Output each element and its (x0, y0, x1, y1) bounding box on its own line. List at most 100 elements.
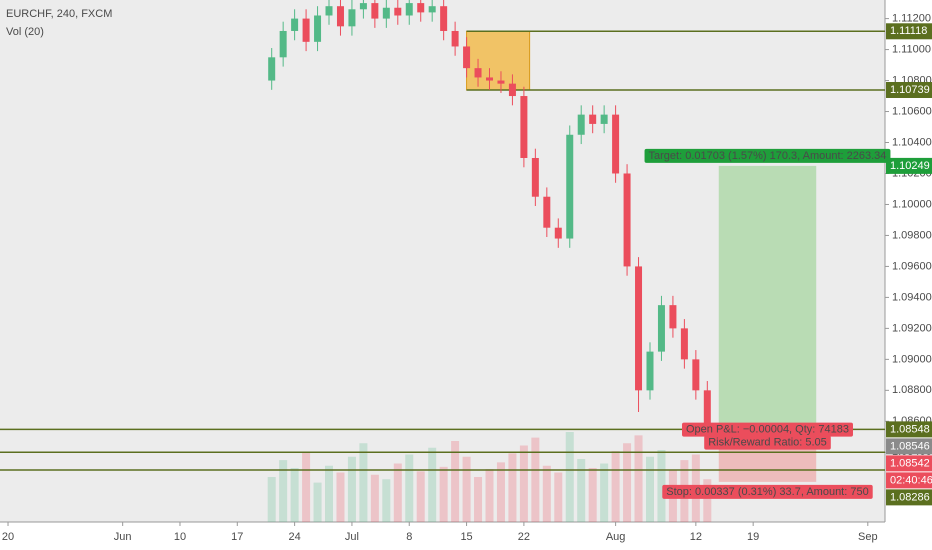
y-tick-label: 1.10400 (892, 136, 932, 148)
position-label-text: Open P&L: −0.00004, Qty: 74183 (686, 424, 849, 436)
volume-bar (290, 468, 299, 522)
volume-bar (393, 463, 402, 522)
volume-bar (325, 465, 334, 522)
candle-body (325, 6, 333, 16)
y-tick-label: 1.10600 (892, 105, 932, 117)
volume-bar (416, 471, 425, 522)
candle-body (612, 114, 620, 174)
x-tick-label: Aug (606, 531, 626, 543)
price-tag: 1.08286 (886, 489, 932, 506)
candle-body (268, 57, 276, 81)
x-tick-label: Jun (114, 531, 132, 543)
candle-body (520, 96, 528, 158)
volume-bar (428, 447, 437, 522)
volume-bar (588, 468, 597, 522)
price-tag-bg (886, 157, 932, 174)
volume-bar (313, 482, 322, 522)
candle-body (635, 266, 643, 391)
candle-body (669, 305, 677, 329)
volume-bar (577, 459, 586, 522)
candle-body (314, 15, 322, 42)
candle-body (531, 157, 539, 197)
candle-body (463, 46, 471, 69)
position-label-text: Stop: 0.00337 (0.31%) 33.7, Amount: 750 (666, 486, 868, 498)
y-tick-label: 1.10000 (892, 198, 932, 210)
volume-bar (485, 469, 494, 522)
y-tick-label: 1.09200 (892, 322, 932, 334)
volume-bar (370, 474, 379, 522)
candle-body (428, 6, 436, 13)
position-label-bg (704, 435, 831, 450)
candle-body (554, 227, 562, 239)
candle-body (474, 68, 482, 78)
volume-bar (474, 477, 483, 522)
candle-body (623, 173, 631, 267)
volume-bar (267, 477, 276, 522)
candle-body (543, 196, 551, 228)
x-tick-label: 24 (288, 531, 300, 543)
candle-body (600, 114, 608, 124)
price-tag: 1.08542 02:40:46 (886, 455, 932, 489)
countdown-bg (886, 472, 932, 489)
candle-body (703, 390, 711, 425)
volume-bar (519, 445, 528, 522)
volume-bar (496, 462, 505, 522)
candle-body (589, 114, 597, 124)
candle-body (382, 7, 390, 19)
y-tick-label: 1.09000 (892, 353, 932, 365)
price-tag-bg (886, 421, 932, 438)
volume-bar (623, 443, 632, 522)
chart-title: EURCHF, 240, FXCM (6, 8, 112, 20)
candle-body (279, 30, 287, 58)
x-tick-label: 20 (2, 531, 14, 543)
price-tag: 1.08546 (886, 438, 932, 455)
position-label-text: Risk/Reward Ratio: 5.05 (708, 437, 827, 449)
volume-bar (554, 472, 563, 522)
x-tick-label: 19 (747, 531, 759, 543)
position-label: Risk/Reward Ratio: 5.05 (704, 435, 831, 450)
target-zone (718, 165, 817, 430)
candle-body (417, 3, 425, 13)
price-tag: 1.10249 (886, 157, 932, 174)
price-tag-label: 1.10249 (890, 160, 930, 172)
price-tag-label: 1.08546 (890, 440, 930, 452)
volume-bar (542, 465, 551, 522)
volume-bar (279, 460, 288, 522)
x-tick-label: Sep (858, 531, 878, 543)
volume-bar (439, 466, 448, 522)
volume-bar (359, 443, 368, 522)
y-tick-label: 1.11200 (892, 12, 931, 24)
candle-body (405, 3, 413, 16)
y-tick-label: 1.11000 (892, 43, 931, 55)
price-tag-label: 1.08548 (890, 423, 930, 435)
candle-body (486, 77, 494, 81)
candle-body (497, 80, 505, 84)
volume-bar (703, 479, 712, 522)
volume-bar (382, 479, 391, 522)
price-tag-bg (886, 23, 932, 40)
x-tick-label: 12 (690, 531, 702, 543)
price-tag-label: 1.11118 (890, 25, 927, 37)
volume-bar (405, 454, 414, 522)
candle-body (657, 305, 665, 352)
price-tag: 1.08548 (886, 421, 932, 438)
price-tag-label: 1.08542 (890, 457, 930, 469)
volume-bar (645, 456, 654, 522)
position-label: Stop: 0.00337 (0.31%) 33.7, Amount: 750 (662, 484, 873, 499)
price-tag-bg (886, 455, 932, 472)
x-tick-label: 17 (231, 531, 243, 543)
candle-body (577, 114, 585, 135)
volume-bar (347, 456, 356, 522)
x-tick-label: 10 (174, 531, 186, 543)
position-label-bg (662, 484, 873, 499)
candle-body (680, 328, 688, 360)
y-tick-label: 1.09400 (892, 291, 932, 303)
price-tag: 1.11118 (886, 23, 932, 40)
position-label: Open P&L: −0.00004, Qty: 74183 (682, 422, 853, 437)
x-tick-label: Jul (345, 531, 359, 543)
price-tag-bg (886, 489, 932, 506)
volume-bar (531, 437, 540, 522)
candle-body (371, 3, 379, 19)
volume-legend: Vol (20) (6, 26, 44, 38)
